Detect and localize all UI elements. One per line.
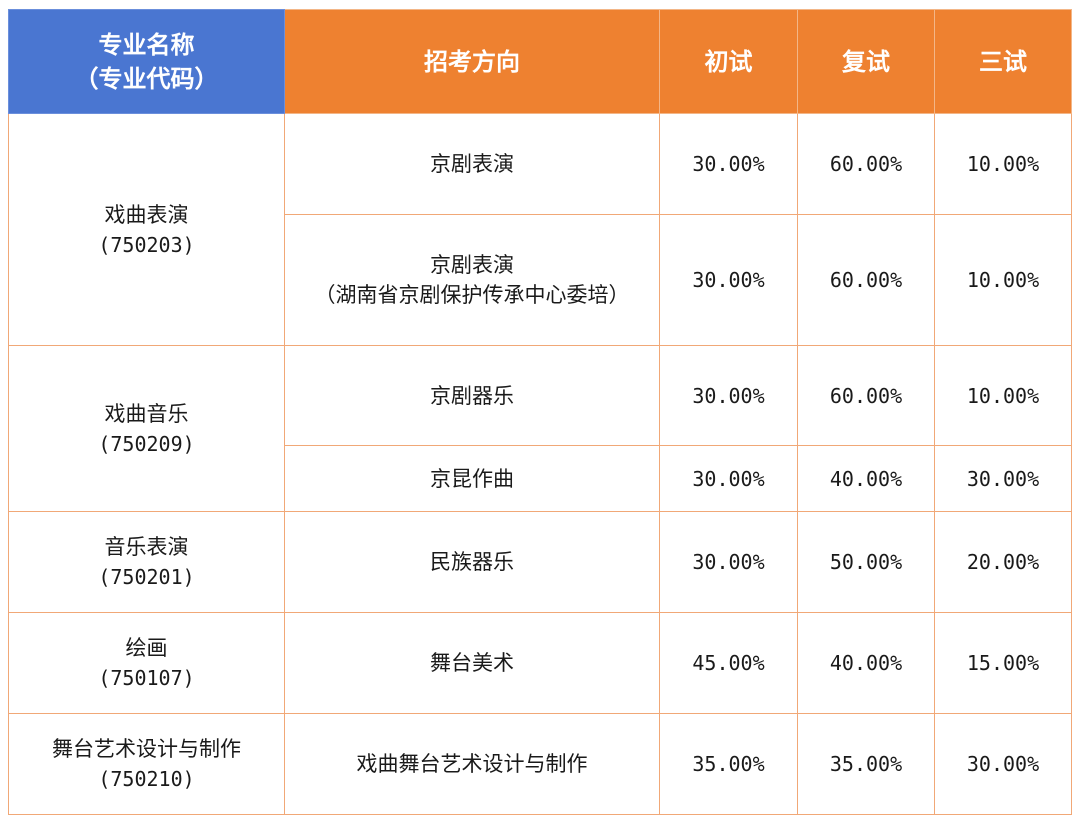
major-name: 舞台艺术设计与制作 xyxy=(52,737,241,761)
round1-weight: 30.00% xyxy=(659,345,798,446)
major-header-line2: （专业代码） xyxy=(74,64,219,93)
round3-weight: 10.00% xyxy=(934,214,1072,346)
direction-cell: 京昆作曲 xyxy=(284,445,660,512)
round3-column-header: 三试 xyxy=(934,9,1072,114)
round1-weight: 30.00% xyxy=(659,511,798,613)
direction-cell: 戏曲舞台艺术设计与制作 xyxy=(284,713,660,815)
round1-weight: 30.00% xyxy=(659,113,798,215)
direction-name: 戏曲舞台艺术设计与制作 xyxy=(356,752,588,776)
direction-column-header: 招考方向 xyxy=(284,9,660,114)
major-code: (750107) xyxy=(98,666,195,690)
table-row: 京昆作曲 30.00% 40.00% 30.00% xyxy=(9,445,1072,512)
round2-weight: 60.00% xyxy=(797,113,935,215)
round3-weight: 30.00% xyxy=(934,445,1072,512)
table-row: 戏曲表演 (750203) 京剧表演 30.00% 60.00% 10.00% xyxy=(8,113,1072,346)
direction-name: 京昆作曲 xyxy=(430,466,514,491)
major-code: (750209) xyxy=(98,431,195,456)
major-cell: 戏曲表演 (750203) xyxy=(8,113,285,346)
round3-weight: 10.00% xyxy=(934,113,1072,215)
direction-name: 京剧表演 xyxy=(430,152,514,176)
major-name: 戏曲表演 xyxy=(104,202,189,227)
table-row: 舞台艺术设计与制作 (750210) 戏曲舞台艺术设计与制作 35.00% 35… xyxy=(8,713,1072,815)
round1-weight: 30.00% xyxy=(659,214,798,346)
direction-cell: 京剧表演 xyxy=(284,113,660,215)
table-row: 绘画 (750107) 舞台美术 45.00% 40.00% 15.00% xyxy=(8,612,1072,714)
round2-weight: 35.00% xyxy=(797,713,935,815)
direction-cell: 京剧器乐 xyxy=(284,345,660,446)
major-code: (750203) xyxy=(98,232,195,257)
round2-column-header: 复试 xyxy=(797,9,935,114)
major-name: 音乐表演 xyxy=(104,535,189,559)
major-cell: 绘画 (750107) xyxy=(8,612,285,714)
admission-table-wrapper: 专业名称 （专业代码） 招考方向 初试 复试 三试 戏曲表演 (750203) … xyxy=(8,9,1072,815)
major-code: (750201) xyxy=(98,565,195,589)
direction-name: 京剧表演 xyxy=(430,253,514,277)
major-cell: 音乐表演 (750201) xyxy=(8,511,285,613)
direction-name: 民族器乐 xyxy=(430,550,514,574)
round1-weight: 45.00% xyxy=(659,612,798,714)
major-column-header: 专业名称 （专业代码） xyxy=(8,9,285,114)
round3-weight: 15.00% xyxy=(934,612,1072,714)
round2-weight: 60.00% xyxy=(797,345,935,446)
major-code: (750210) xyxy=(98,767,195,791)
direction-cell: 舞台美术 xyxy=(284,612,660,714)
round3-weight: 20.00% xyxy=(934,511,1072,613)
round3-weight: 30.00% xyxy=(934,713,1072,815)
round2-weight: 40.00% xyxy=(797,612,935,714)
major-header-line1: 专业名称 xyxy=(98,30,195,59)
direction-cell: 民族器乐 xyxy=(284,511,660,613)
header-row: 专业名称 （专业代码） 招考方向 初试 复试 三试 xyxy=(8,9,1072,114)
direction-name: 京剧器乐 xyxy=(430,383,514,408)
round3-weight: 10.00% xyxy=(934,345,1072,446)
direction-note: （湖南省京剧保护传承中心委培） xyxy=(314,283,630,307)
round1-weight: 35.00% xyxy=(659,713,798,815)
direction-cell: 京剧表演 （湖南省京剧保护传承中心委培） xyxy=(284,214,660,346)
round2-weight: 50.00% xyxy=(797,511,935,613)
admission-weight-table: 专业名称 （专业代码） 招考方向 初试 复试 三试 戏曲表演 (750203) … xyxy=(8,9,1072,815)
major-cell: 戏曲音乐 (750209) xyxy=(8,345,285,512)
round1-weight: 30.00% xyxy=(659,445,798,512)
direction-name: 舞台美术 xyxy=(430,651,514,675)
table-row: 音乐表演 (750201) 民族器乐 30.00% 50.00% 20.00% xyxy=(8,511,1072,613)
table-row: 京剧表演 （湖南省京剧保护传承中心委培） 30.00% 60.00% 10.00… xyxy=(9,214,1072,346)
major-name: 绘画 xyxy=(125,636,168,660)
round1-column-header: 初试 xyxy=(659,9,798,114)
round2-weight: 60.00% xyxy=(797,214,935,346)
round2-weight: 40.00% xyxy=(797,445,935,512)
major-cell: 舞台艺术设计与制作 (750210) xyxy=(8,713,285,815)
major-name: 戏曲音乐 xyxy=(104,401,189,426)
table-row: 戏曲音乐 (750209) 京剧器乐 30.00% 60.00% 10.00% xyxy=(8,345,1072,512)
